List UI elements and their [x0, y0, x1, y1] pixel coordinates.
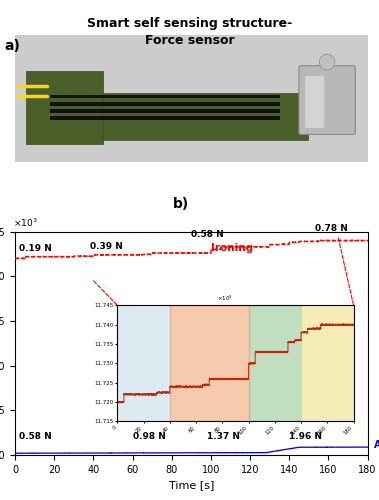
- FancyBboxPatch shape: [299, 66, 355, 134]
- Text: 0.58 N: 0.58 N: [19, 432, 52, 440]
- FancyBboxPatch shape: [305, 76, 324, 128]
- Text: 0.58 N: 0.58 N: [191, 230, 224, 238]
- FancyBboxPatch shape: [26, 71, 103, 144]
- Text: b): b): [173, 198, 189, 211]
- Text: 0.19 N: 0.19 N: [19, 244, 52, 253]
- X-axis label: Time [s]: Time [s]: [169, 480, 214, 490]
- Text: 0.39 N: 0.39 N: [89, 242, 122, 252]
- Bar: [50, 102, 279, 106]
- Text: Smart self sensing structure-
Force sensor: Smart self sensing structure- Force sens…: [87, 18, 292, 46]
- Text: Ironing: Ironing: [211, 244, 253, 254]
- Bar: [50, 94, 279, 98]
- Text: 0.78 N: 0.78 N: [315, 224, 348, 234]
- Text: $\times 10^3$: $\times 10^3$: [13, 216, 38, 229]
- Text: 1.37 N: 1.37 N: [207, 432, 240, 440]
- Text: As-is: As-is: [373, 440, 379, 450]
- Bar: [50, 109, 279, 113]
- Text: 1.96 N: 1.96 N: [289, 432, 322, 440]
- Text: a): a): [5, 38, 20, 52]
- Circle shape: [319, 54, 335, 70]
- Text: 0.98 N: 0.98 N: [133, 432, 166, 440]
- FancyBboxPatch shape: [43, 93, 308, 140]
- Bar: [50, 116, 279, 120]
